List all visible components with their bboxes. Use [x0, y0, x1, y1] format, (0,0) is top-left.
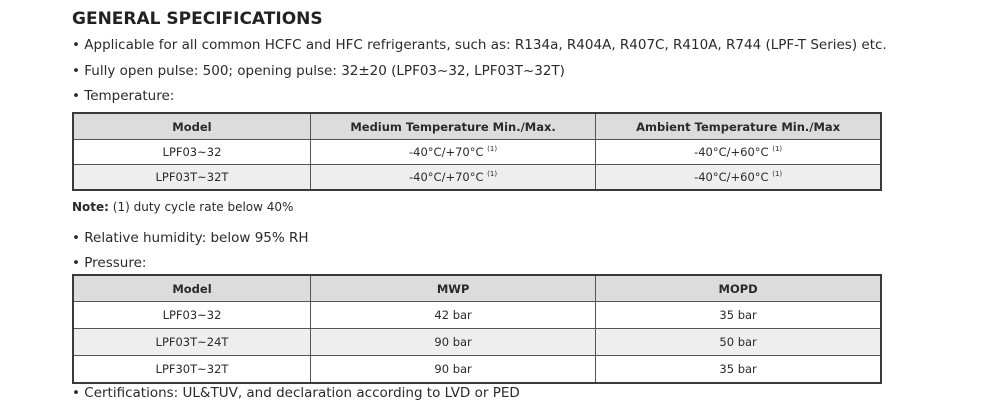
cell: 35 bar: [595, 301, 882, 329]
cell: 42 bar: [309, 301, 597, 329]
bullet: Relative humidity: below 95% RH: [72, 230, 308, 246]
cell: -40°C/+70°C (1): [309, 139, 597, 165]
cell: 35 bar: [595, 355, 882, 384]
bullet: Applicable for all common HCFC and HFC r…: [72, 37, 886, 53]
header-cell: Model: [72, 274, 311, 302]
cell: LPF30T~32T: [72, 355, 311, 384]
note: Note: (1) duty cycle rate below 40%: [72, 200, 293, 214]
value: -40°C/+60°C: [694, 170, 769, 184]
footnote-ref: (1): [772, 170, 783, 178]
pressure-table: Model MWP MOPD LPF03~32 42 bar 35 bar LPF03T…: [72, 274, 882, 384]
cell: 90 bar: [309, 355, 597, 384]
cell: LPF03~32: [72, 139, 311, 165]
footnote-ref: (1): [772, 145, 783, 153]
cell: 90 bar: [309, 328, 597, 356]
cell: -40°C/+60°C (1): [595, 164, 882, 191]
bullet: Temperature:: [72, 88, 174, 104]
header-cell: Medium Temperature Min./Max.: [309, 112, 597, 140]
cell: -40°C/+70°C (1): [309, 164, 597, 191]
cell: -40°C/+60°C (1): [595, 139, 882, 165]
bullet: Certifications: UL&TUV, and declaration …: [72, 385, 520, 401]
cell: LPF03T~32T: [72, 164, 311, 191]
title: GENERAL SPECIFICATIONS: [72, 9, 323, 29]
header-cell: Model: [72, 112, 311, 140]
header-cell: MOPD: [595, 274, 882, 302]
note-text: (1) duty cycle rate below 40%: [112, 200, 294, 214]
note-label: Note:: [72, 200, 109, 214]
footnote-ref: (1): [487, 170, 498, 178]
cell: LPF03~32: [72, 301, 311, 329]
cell: 50 bar: [595, 328, 882, 356]
bullet: Fully open pulse: 500; opening pulse: 32…: [72, 63, 565, 79]
value: -40°C/+70°C: [409, 170, 484, 184]
value: -40°C/+70°C: [409, 145, 484, 159]
cell: LPF03T~24T: [72, 328, 311, 356]
value: -40°C/+60°C: [694, 145, 769, 159]
header-cell: MWP: [309, 274, 597, 302]
temperature-table: Model Medium Temperature Min./Max. Ambient…: [72, 112, 882, 191]
footnote-ref: (1): [487, 145, 498, 153]
header-cell: Ambient Temperature Min./Max: [595, 112, 882, 140]
bullet: Pressure:: [72, 255, 146, 271]
